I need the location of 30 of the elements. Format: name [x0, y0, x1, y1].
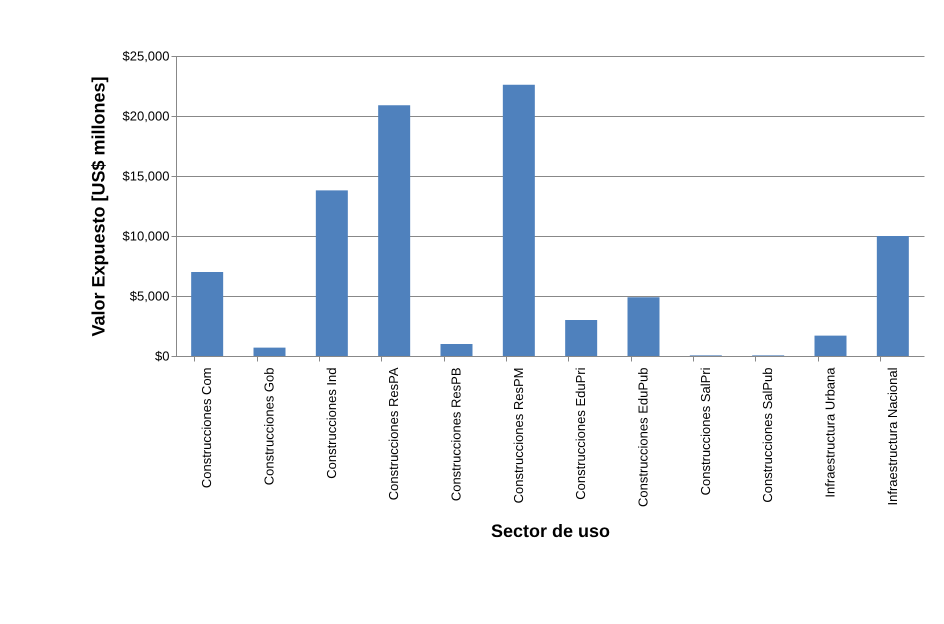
x-tick-label: Construcciones EduPri	[573, 367, 588, 500]
bar	[316, 190, 348, 356]
bar	[814, 336, 846, 356]
y-tick-label: $15,000	[122, 168, 170, 184]
x-tick-label: Infraestructura Urbana	[822, 366, 838, 498]
x-tick-label: Construcciones ResPA	[386, 367, 402, 500]
y-axis-title: Valor Expuesto [US$ millones]	[88, 76, 109, 337]
y-tick-label: $25,000	[122, 48, 170, 64]
x-axis-title: Sector de uso	[490, 520, 610, 541]
y-tick-label: $0	[155, 348, 170, 364]
x-tick-label: Construcciones ResPM	[510, 368, 526, 504]
y-tick-label: $10,000	[122, 228, 170, 244]
y-tick-label: $20,000	[122, 108, 170, 124]
x-tick-label: Construcciones ResPB	[448, 368, 464, 502]
bar	[440, 344, 472, 356]
bar	[502, 84, 535, 356]
bar	[254, 348, 286, 356]
x-tick-label: Construcciones SalPri	[698, 367, 713, 496]
bar	[628, 297, 660, 356]
x-tick-label: Construcciones EduPub	[636, 368, 650, 507]
bar	[191, 272, 224, 356]
bar	[378, 105, 410, 356]
y-tick-label: $5,000	[130, 288, 170, 304]
x-tick-label: Construcciones Ind	[324, 368, 339, 479]
bar	[876, 236, 909, 356]
x-tick-label: Infraestructura Nacional	[884, 367, 900, 506]
x-tick-label: Construcciones Gob	[262, 368, 276, 486]
x-tick-label: Construcciones SalPub	[760, 368, 776, 503]
x-tick-label: Construcciones Com	[199, 368, 214, 488]
bar	[565, 320, 598, 356]
